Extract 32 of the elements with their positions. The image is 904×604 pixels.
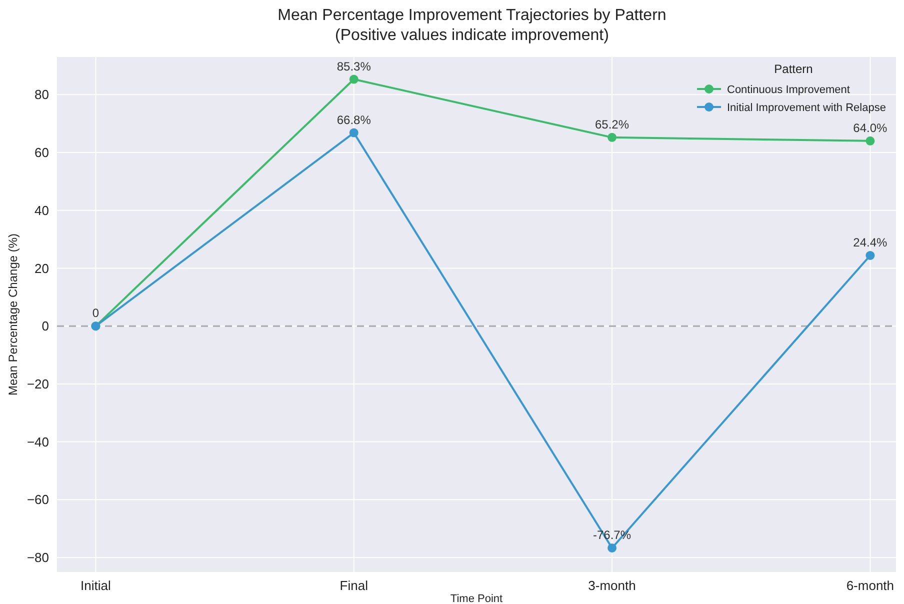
data-label: 24.4% <box>853 235 888 250</box>
y-tick-label: −20 <box>26 376 49 392</box>
data-label: 85.3% <box>336 59 372 74</box>
y-tick-label: 80 <box>34 87 49 102</box>
y-tick-label: 20 <box>34 260 49 276</box>
legend-label: Continuous Improvement <box>727 84 850 96</box>
point <box>608 132 617 142</box>
chart-subtitle: (Positive values indicate improvement) <box>335 27 609 44</box>
y-tick-label: 60 <box>34 145 49 160</box>
y-tick-label: −60 <box>26 492 49 508</box>
legend-title: Pattern <box>774 62 813 76</box>
data-label: 64.0% <box>853 120 888 135</box>
x-tick-label: Final <box>340 578 368 593</box>
point <box>608 543 617 552</box>
x-tick-label: 6-month <box>846 578 894 593</box>
y-tick-label: −40 <box>26 434 49 450</box>
point <box>866 250 875 260</box>
chart-title: Mean Percentage Improvement Trajectories by Pattern <box>278 7 666 24</box>
x-axis-title: Time Point <box>450 593 503 604</box>
data-label: 0 <box>92 306 100 320</box>
x-tick-label: 3-month <box>588 578 636 593</box>
y-tick-label: −80 <box>26 550 49 566</box>
point <box>866 136 875 146</box>
legend-label: Initial Improvement with Relapse <box>727 102 886 114</box>
y-tick-label: 40 <box>34 202 49 218</box>
y-axis-title: Mean Percentage Change (%) <box>6 233 20 396</box>
point <box>349 74 358 84</box>
data-label: 65.2% <box>595 117 630 132</box>
data-label: 66.8% <box>336 112 372 127</box>
y-tick-label: 0 <box>42 318 49 334</box>
x-tick-label: Initial <box>80 578 112 593</box>
point <box>349 128 358 138</box>
